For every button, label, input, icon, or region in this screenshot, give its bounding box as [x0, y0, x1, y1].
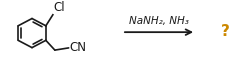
Text: ?: ? — [220, 24, 229, 39]
Text: Cl: Cl — [53, 1, 65, 14]
Text: CN: CN — [70, 41, 87, 54]
Text: NaNH₂, NH₃: NaNH₂, NH₃ — [129, 16, 189, 26]
